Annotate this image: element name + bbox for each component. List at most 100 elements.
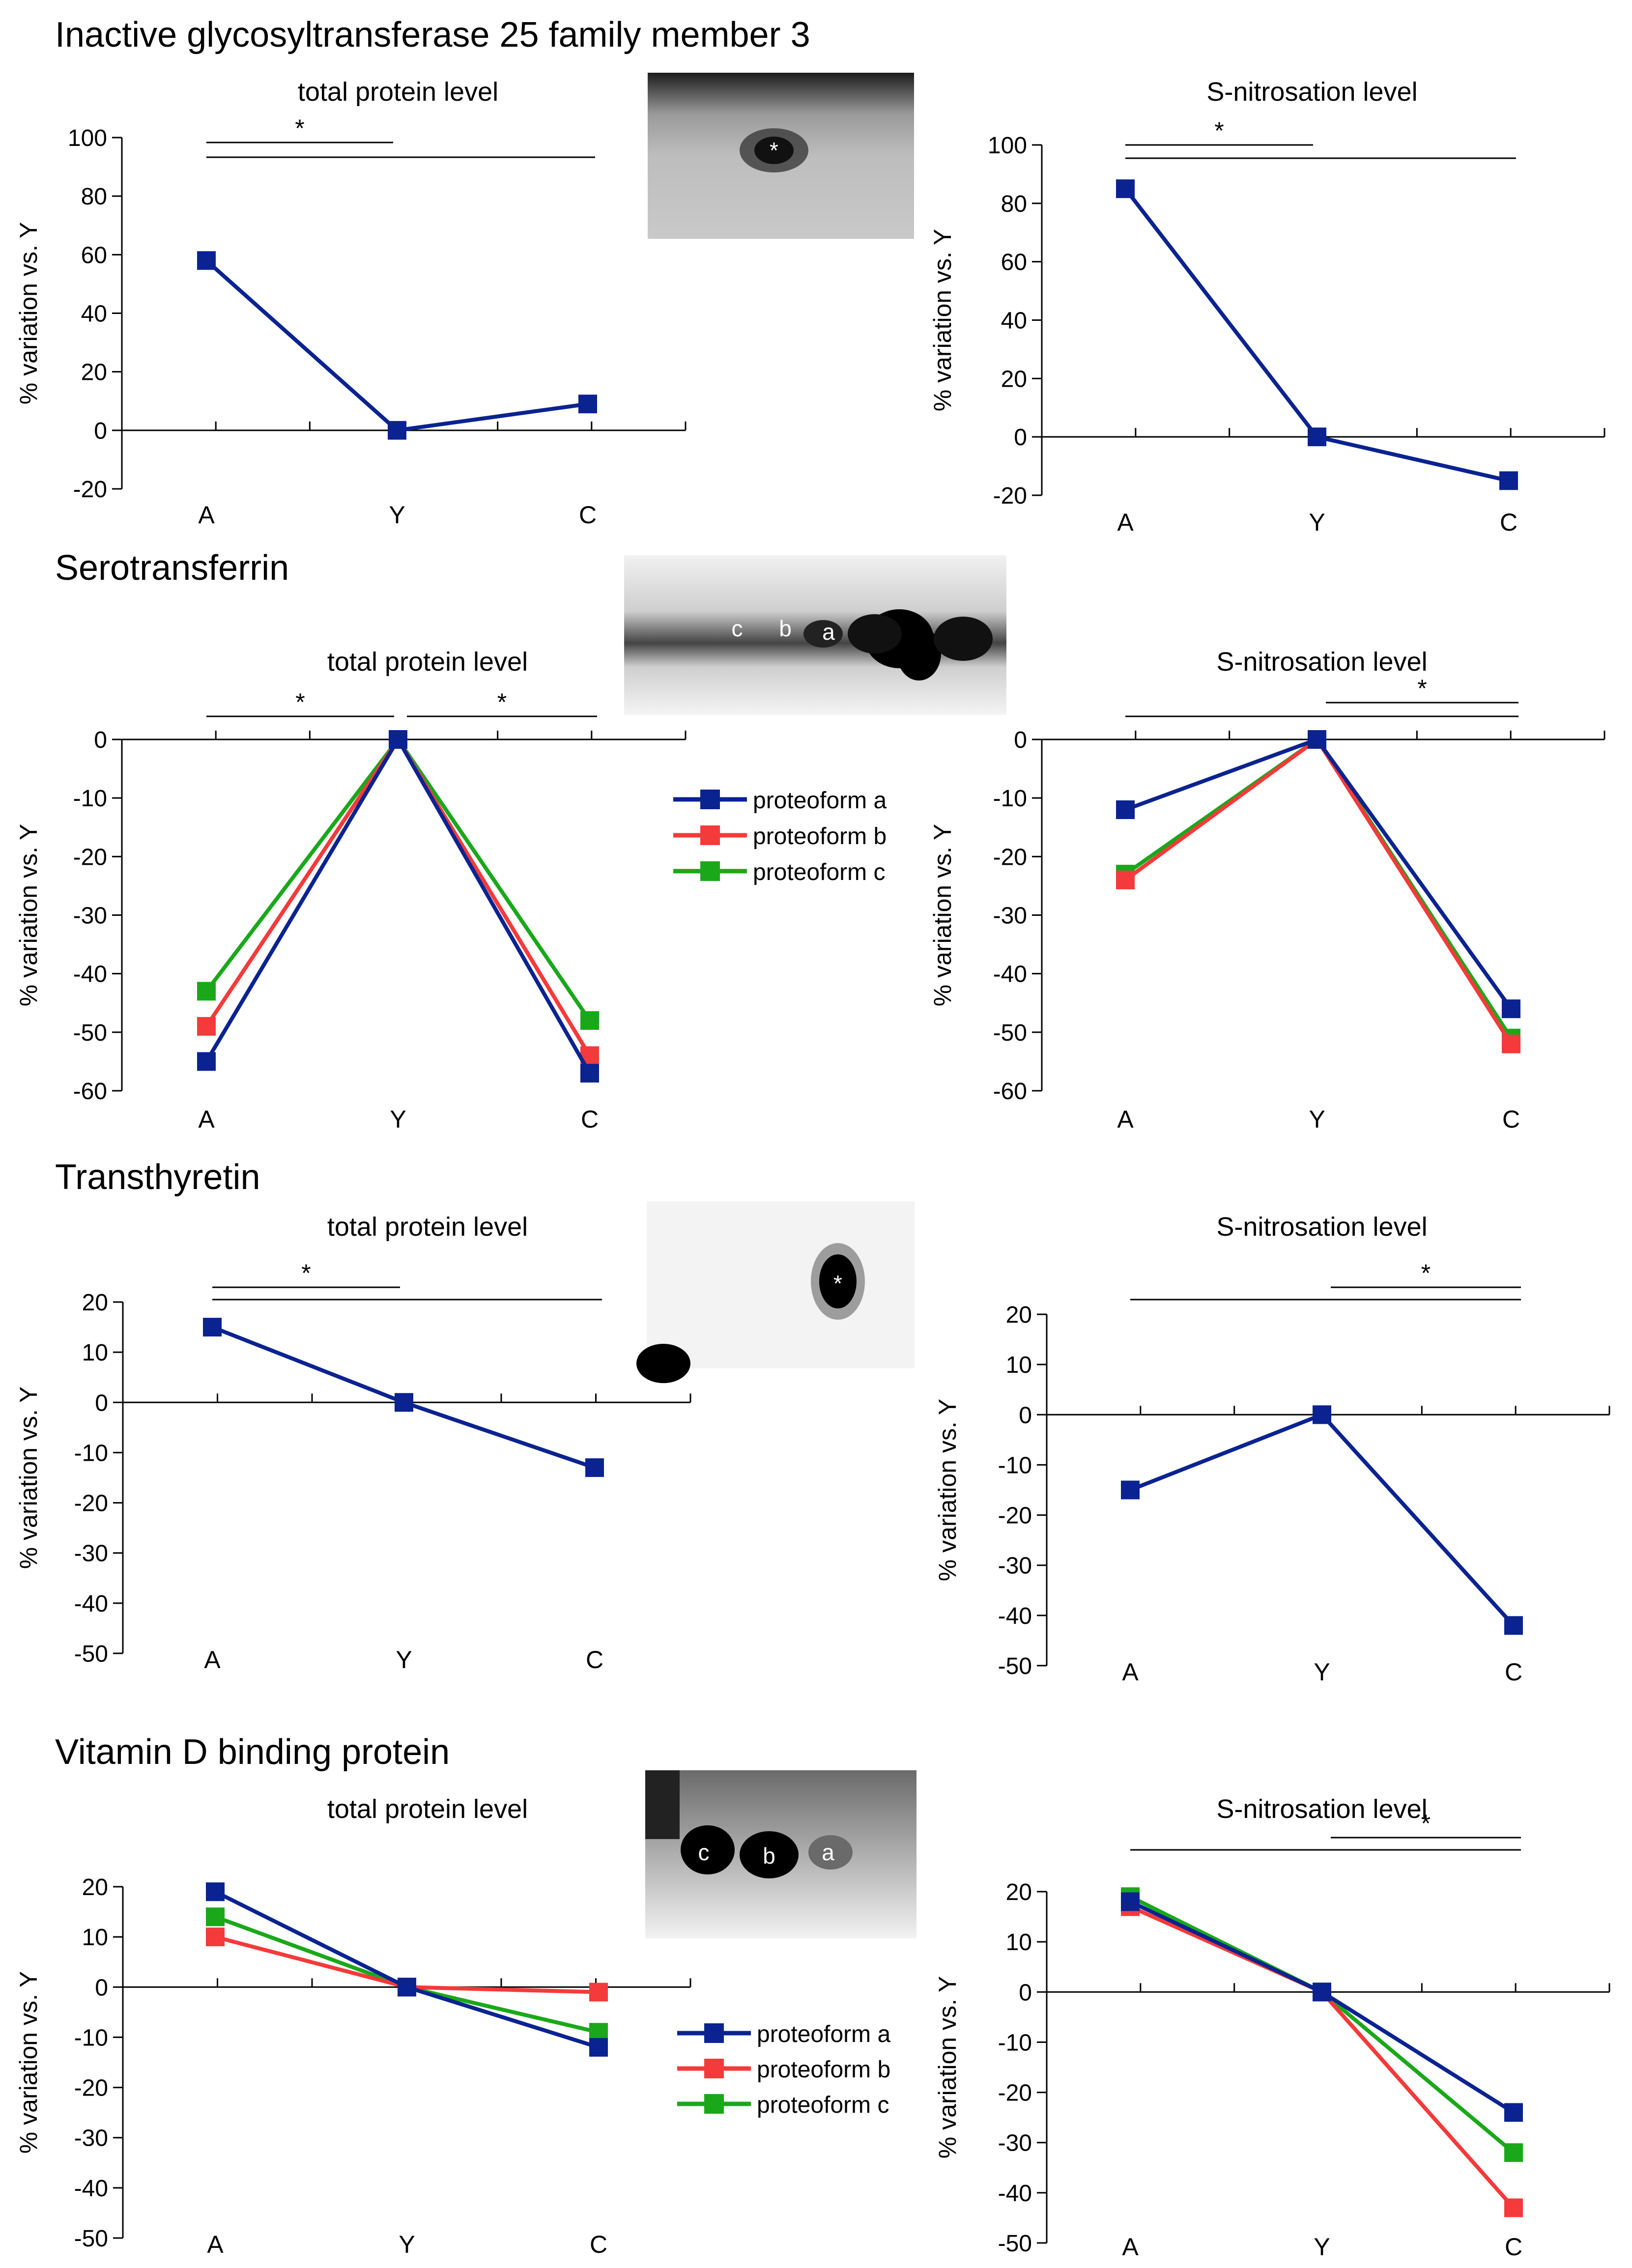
chart-p1-total: total protein level -20 0 20 40 60 80 100 % vari… — [15, 77, 687, 529]
data-point — [580, 1064, 599, 1083]
y-tick-label: -40 — [73, 962, 107, 988]
chart-title: total protein level — [298, 77, 498, 107]
y-tick-label: -20 — [73, 477, 107, 503]
y-axis-label: % variation vs. Y — [15, 824, 42, 1006]
y-tick-label: 0 — [1014, 425, 1027, 451]
data-point — [1116, 800, 1135, 819]
data-point — [580, 1011, 599, 1030]
chart-title: total protein level — [327, 1212, 528, 1242]
y-tick-label: -40 — [998, 2181, 1032, 2207]
series-line — [1124, 737, 1513, 1010]
x-tick-label: A — [1117, 1106, 1134, 1133]
data-point — [197, 1052, 216, 1071]
x-tick-label: Y — [389, 501, 405, 529]
y-tick-label: 10 — [82, 1925, 108, 1951]
x-tick-label: A — [1122, 2233, 1139, 2261]
section-title-glycosyltransferase: Inactive glycosyltransferase 25 family m… — [55, 15, 810, 55]
significance-label: * — [497, 688, 507, 716]
x-tick-label: Y — [390, 1106, 406, 1133]
y-tick-label: 20 — [1006, 1879, 1032, 1905]
data-point — [1116, 871, 1135, 889]
series-line — [214, 1890, 600, 2049]
x-tick-label: Y — [399, 2231, 415, 2258]
significance-label: * — [1417, 675, 1427, 702]
y-tick-label: 0 — [95, 1390, 108, 1416]
series-line — [1129, 1904, 1515, 2210]
y-tick-label: -30 — [73, 903, 107, 929]
section-title-serotransferrin: Serotransferrin — [55, 548, 289, 588]
y-tick-label: 10 — [82, 1340, 108, 1366]
y-tick-label: 0 — [1019, 1980, 1032, 2006]
y-tick-label: 20 — [1006, 1302, 1032, 1328]
y-tick-label: 100 — [68, 125, 107, 151]
blot-4-label-b: b — [763, 1843, 775, 1869]
chart-title: S-nitrosation level — [1206, 77, 1417, 107]
y-tick-label: -20 — [998, 2080, 1032, 2106]
data-point — [1313, 1405, 1331, 1424]
x-tick-label: C — [586, 1646, 603, 1673]
y-tick-label: 20 — [82, 1874, 108, 1900]
x-tick-label: Y — [1309, 1106, 1325, 1133]
x-tick-label: A — [198, 1106, 215, 1133]
y-tick-label: 40 — [81, 301, 107, 327]
chart-title: total protein level — [327, 1794, 528, 1824]
x-tick-label: C — [1505, 1658, 1522, 1686]
y-tick-label: 20 — [82, 1290, 108, 1316]
chart-p3-snitro: S-nitrosation level -50 -40 -30 -20 -10 0 10 20%… — [934, 1212, 1610, 1686]
x-tick-label: A — [204, 1646, 221, 1673]
data-point — [1499, 471, 1518, 490]
y-tick-label: -50 — [998, 1653, 1032, 1679]
y-tick-label: -30 — [74, 1541, 108, 1567]
blot-4-label-a: a — [822, 1840, 834, 1865]
data-point — [197, 251, 216, 270]
x-tick-label: A — [1117, 509, 1134, 536]
data-point — [197, 1017, 216, 1036]
data-point — [589, 2038, 608, 2057]
y-tick-label: 0 — [94, 418, 107, 444]
y-tick-label: -20 — [74, 1491, 108, 1517]
y-axis-label: % variation vs. Y — [929, 229, 956, 411]
y-tick-label: -10 — [998, 2030, 1032, 2056]
data-point — [1121, 1892, 1140, 1911]
series-line — [1129, 1895, 1515, 2155]
section-title-vitamin-d: Vitamin D binding protein — [55, 1732, 450, 1772]
chart-p4-total: total protein level -50 -40 -30 -20 -10 0 10 20%… — [15, 1794, 691, 2258]
y-axis-label: % variation vs. Y — [15, 222, 42, 404]
series-line — [205, 259, 588, 432]
x-tick-label: C — [1505, 2233, 1522, 2261]
y-tick-label: 20 — [81, 360, 107, 386]
y-axis-label: % variation vs. Y — [929, 824, 956, 1006]
chart-p2-total: total protein level -60 -50 -40 -30 -20 -10 0 % … — [15, 647, 687, 1133]
gel-blot-4: c b a — [645, 1770, 916, 1938]
x-tick-label: C — [1502, 1106, 1520, 1133]
x-tick-label: Y — [396, 1646, 412, 1673]
y-tick-label: -50 — [73, 1020, 107, 1046]
x-tick-label: Y — [1314, 1658, 1330, 1686]
blot-1-label: * — [770, 138, 778, 163]
data-point — [1504, 1616, 1523, 1635]
gel-blot-3: * — [636, 1201, 915, 1383]
y-tick-label: 0 — [1019, 1402, 1032, 1428]
y-tick-label: 60 — [81, 242, 107, 268]
gel-blot-2: c b a — [624, 555, 1006, 715]
significance-label: * — [1421, 1810, 1431, 1837]
x-tick-label: C — [579, 501, 597, 529]
series-line — [204, 737, 592, 1057]
y-tick-label: 20 — [1001, 366, 1027, 392]
chart-p4-snitro: S-nitrosation level -50 -40 -30 -20 -10 0 10 20%… — [934, 1794, 1610, 2261]
data-point — [585, 1458, 604, 1477]
significance-label: * — [1214, 117, 1224, 144]
x-tick-label: A — [207, 2231, 224, 2258]
y-tick-label: 10 — [1006, 1929, 1032, 1956]
data-point — [1502, 999, 1520, 1019]
data-point — [1504, 2103, 1523, 2122]
y-tick-label: 0 — [94, 727, 107, 753]
data-point — [206, 1907, 225, 1927]
y-tick-label: -30 — [993, 903, 1027, 929]
data-point — [197, 982, 216, 1001]
blot-2-label-b: b — [779, 616, 792, 641]
blot-2-label-c: c — [732, 616, 743, 641]
y-tick-label: -50 — [74, 2226, 108, 2252]
y-axis-label: % variation vs. Y — [934, 1976, 961, 2158]
